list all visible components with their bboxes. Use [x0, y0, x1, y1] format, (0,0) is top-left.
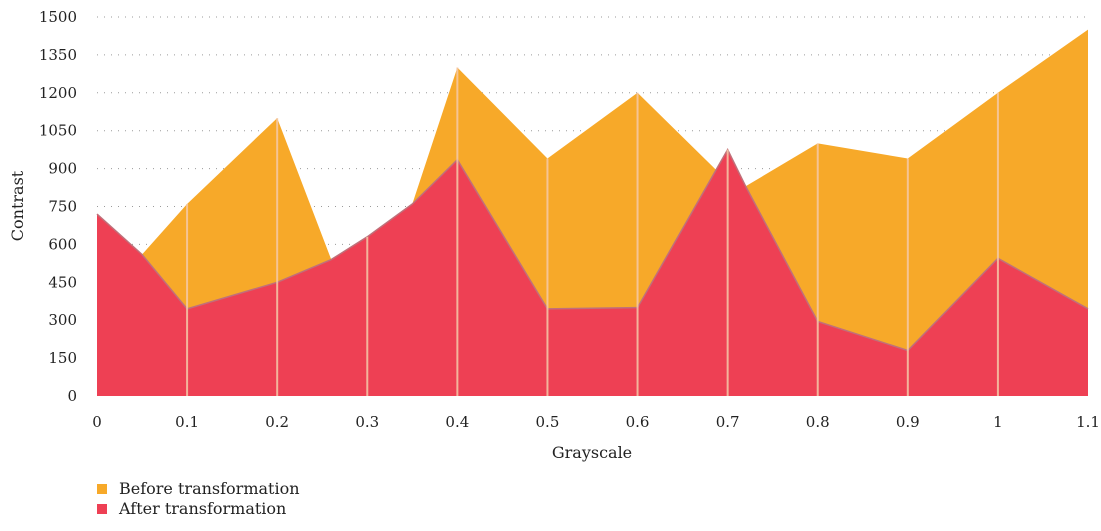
x-tick-label: 1	[993, 413, 1003, 431]
x-tick-labels: 0 0.1 0.2 0.3 0.4 0.5 0.6 0.7 0.8 0.9 1 1.1	[92, 413, 1100, 431]
x-axis-label: Grayscale	[552, 443, 632, 462]
x-tick-label: 0	[92, 413, 102, 431]
x-tick-label: 0.7	[716, 413, 740, 431]
y-tick-label: 1500	[39, 8, 77, 26]
y-tick-labels: 0 150 300 450 600 750 900 1050 1200 1350 1500	[39, 8, 77, 405]
y-axis-label: Contrast	[8, 170, 27, 241]
x-tick-label: 0.2	[265, 413, 289, 431]
y-tick-label: 450	[48, 273, 77, 291]
legend-swatch-2	[97, 504, 107, 514]
series-2-outline	[96, 148, 1089, 352]
vertical-guide-lines	[186, 67, 999, 396]
y-tick-label: 1200	[39, 84, 77, 102]
x-tick-label: 0.8	[806, 413, 830, 431]
x-tick-label: 0.5	[536, 413, 560, 431]
legend-label-1: Before transformation	[119, 479, 300, 498]
x-tick-label: 0.4	[445, 413, 469, 431]
y-tick-label: 0	[67, 387, 77, 405]
x-tick-label: 0.1	[175, 413, 199, 431]
legend-swatch-1	[97, 484, 107, 494]
y-tick-label: 900	[48, 160, 77, 178]
y-tick-label: 600	[48, 235, 77, 253]
x-tick-label: 0.3	[355, 413, 379, 431]
chart-areas	[96, 29, 1089, 397]
x-tick-label: 0.6	[626, 413, 650, 431]
area-series-2	[97, 149, 1088, 396]
legend-label-2: After transformation	[118, 499, 286, 518]
x-tick-label: 0.9	[896, 413, 920, 431]
y-tick-label: 1350	[39, 46, 77, 64]
y-tick-label: 300	[48, 311, 77, 329]
y-tick-label: 750	[48, 198, 77, 216]
y-tick-label: 1050	[39, 122, 77, 140]
x-tick-label: 1.1	[1076, 413, 1100, 431]
y-tick-label: 150	[48, 349, 77, 367]
